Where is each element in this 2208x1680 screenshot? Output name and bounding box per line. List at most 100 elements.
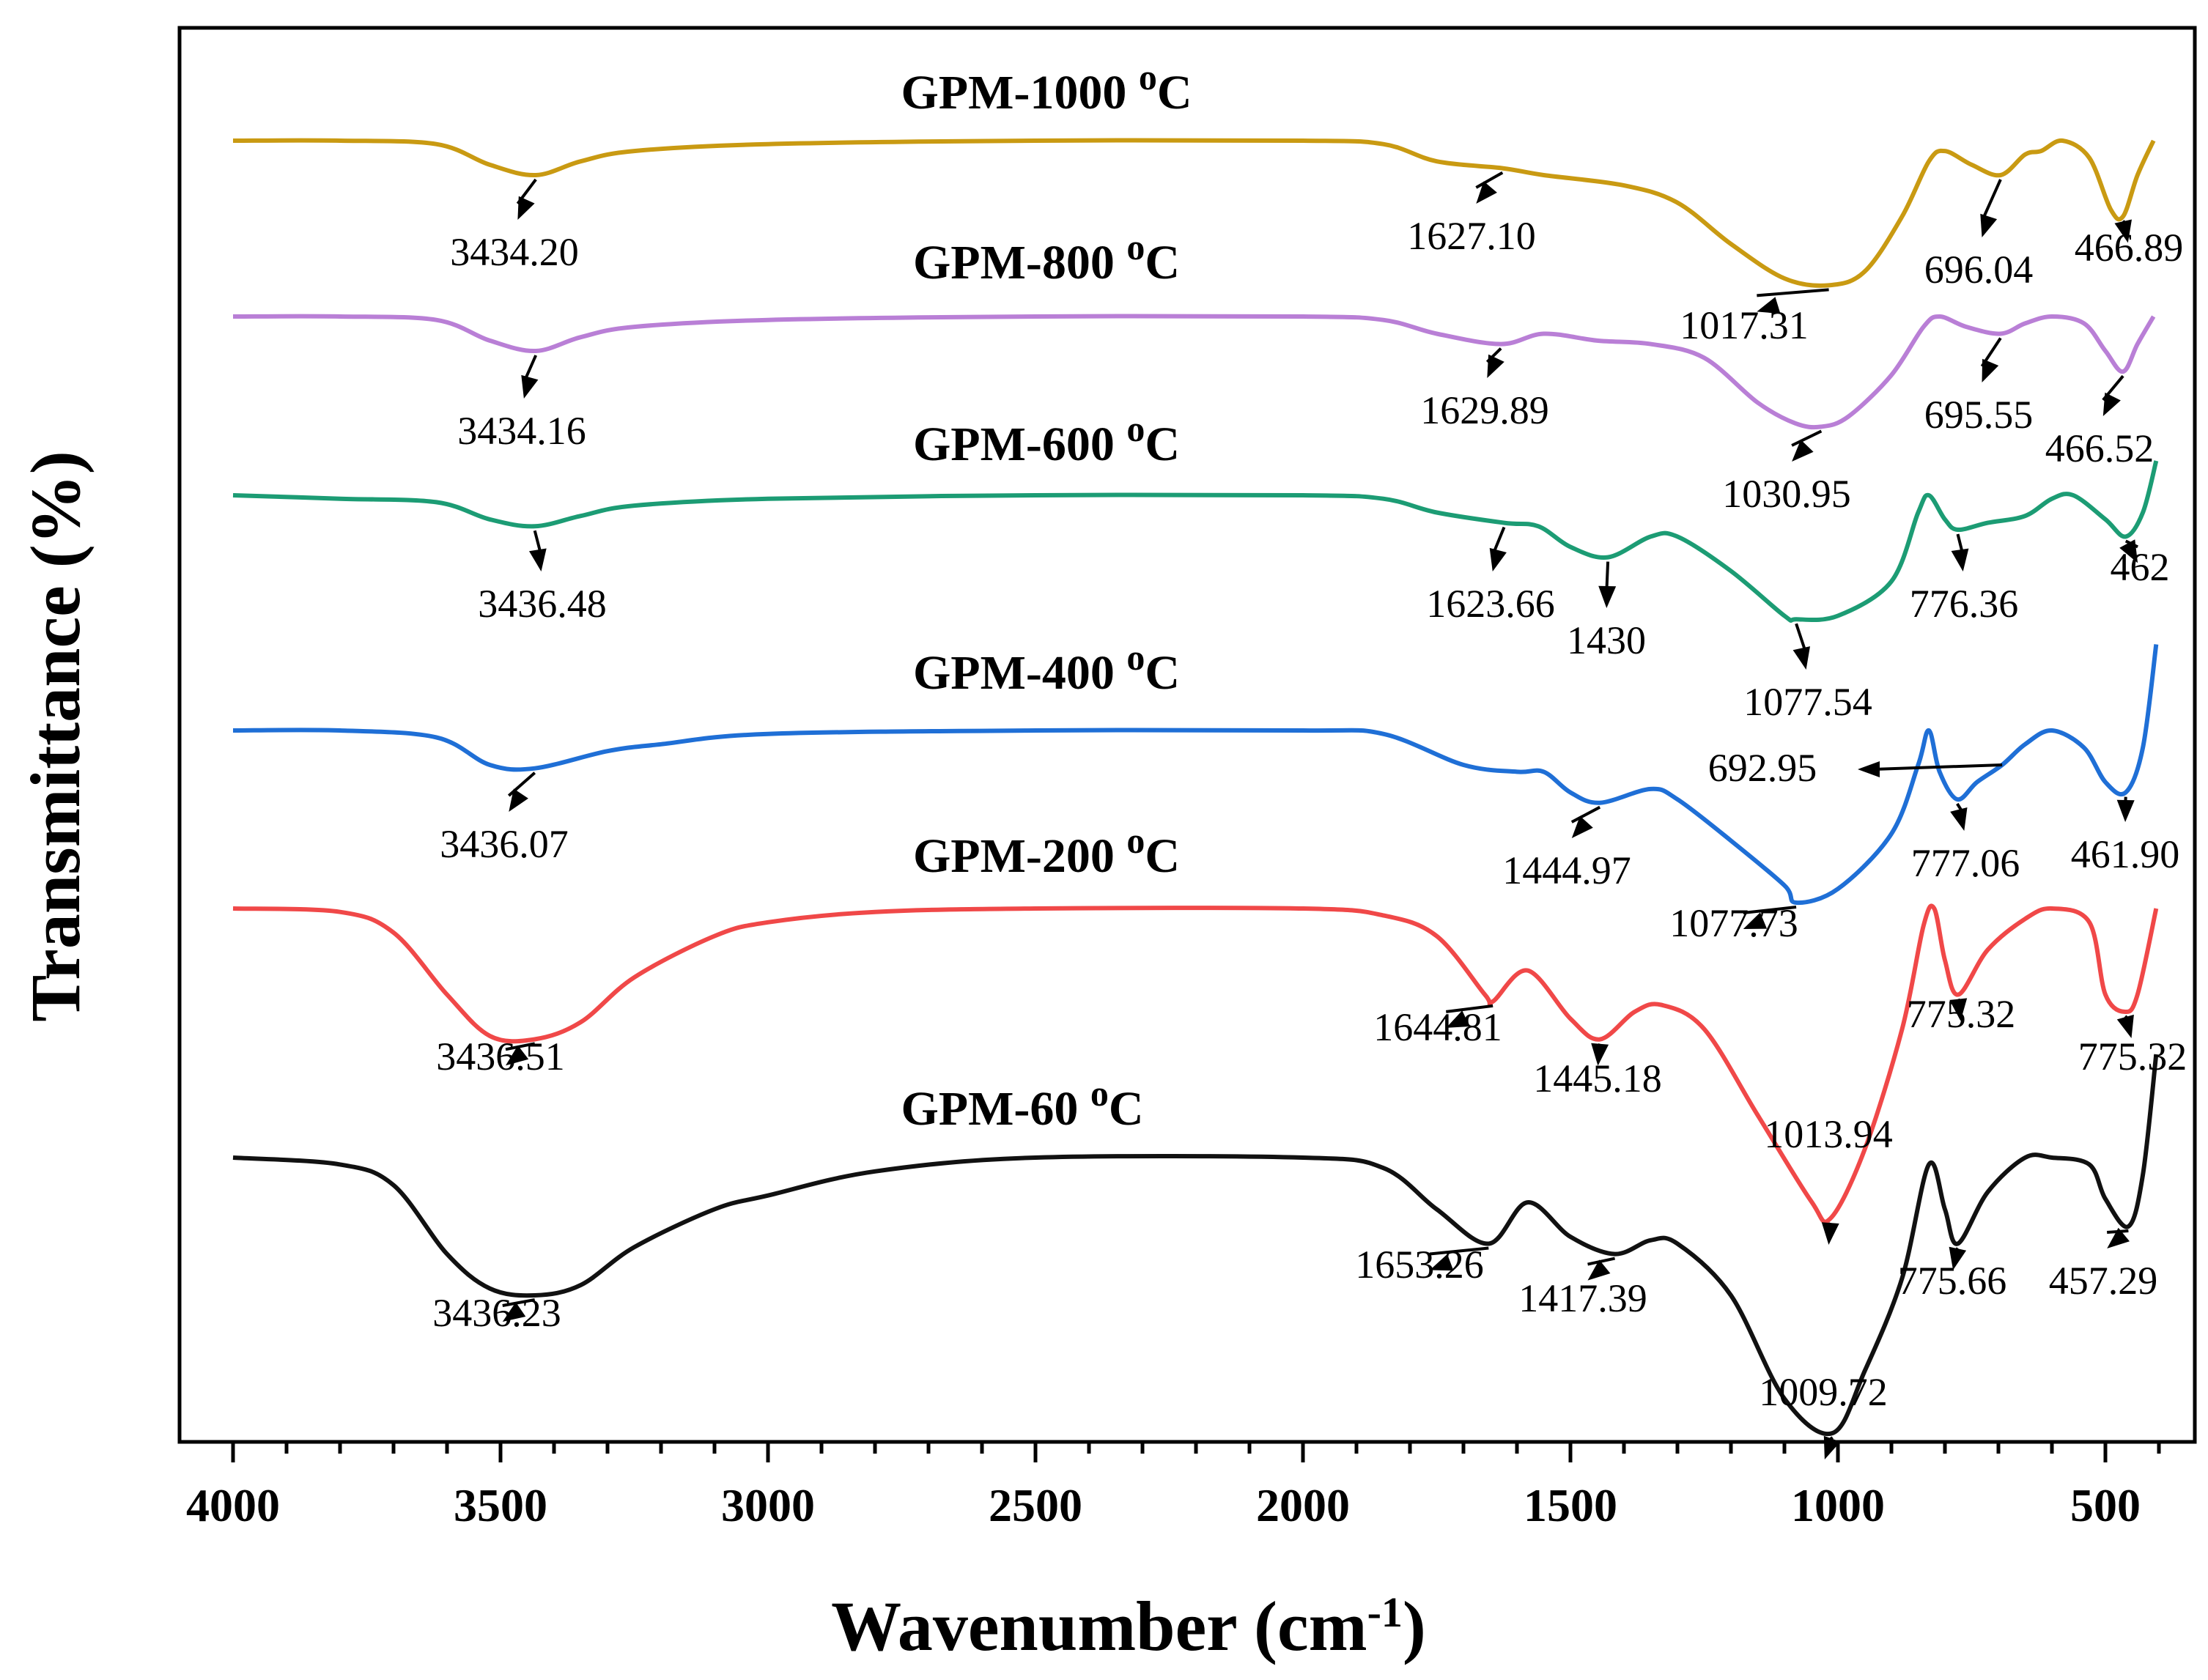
series-name: GPM-600 [913, 418, 1126, 471]
peak-label: 777.06 [1911, 841, 2020, 885]
peak-arrow-line [1429, 1246, 1489, 1256]
degree-mark: o [1126, 820, 1145, 861]
peak-arrowhead [1489, 547, 1507, 571]
peak-arrow-line [505, 1042, 536, 1051]
series-name: GPM-60 [901, 1082, 1090, 1136]
peak-arrowhead [502, 1302, 526, 1322]
peak-arrowhead [1487, 354, 1504, 378]
peak-arrowhead [517, 196, 535, 220]
peak-label: 3434.16 [457, 409, 586, 453]
x-tick-label: 2000 [1256, 1479, 1350, 1531]
series-unit: C [1109, 1082, 1144, 1136]
series-line [232, 1054, 2159, 1437]
peak-label: 695.55 [1924, 393, 2034, 437]
peak-label: 466.52 [2045, 426, 2155, 470]
peak-arrowhead [1476, 181, 1497, 204]
peak-arrow-line [1446, 1004, 1493, 1013]
peak-arrowhead [1858, 761, 1880, 777]
peak-label: 1629.89 [1420, 388, 1549, 432]
peak-label: 1417.39 [1518, 1276, 1647, 1320]
peak-arrowhead [1446, 1010, 1470, 1028]
peak-arrowhead [1743, 912, 1768, 929]
x-axis-title: Wavenumber (cm-1) [831, 1587, 1426, 1665]
degree-mark: o [1126, 226, 1145, 267]
peak-arrowhead [521, 374, 539, 399]
plot-frame [177, 26, 2197, 1444]
degree-mark: o [1090, 1073, 1109, 1114]
peak-label: 1077.54 [1743, 680, 1872, 724]
peak-arrowhead [1949, 1246, 1967, 1270]
peak-label: 775.66 [1898, 1259, 2007, 1303]
peak-arrowhead [2102, 392, 2121, 416]
peak-arrowhead [1792, 646, 1810, 670]
peak-label: 696.04 [1924, 248, 2034, 292]
x-tick-label: 4000 [186, 1479, 280, 1531]
peak-arrowhead [1792, 440, 1814, 462]
peak-label: 1430 [1567, 618, 1646, 662]
peak-label: 466.89 [2075, 226, 2184, 270]
peak-arrowhead [1950, 807, 1968, 831]
series-name: GPM-1000 [901, 66, 1138, 119]
peak-arrowhead [1949, 998, 1968, 1021]
peak-arrowhead [2116, 799, 2135, 822]
peak-label: 462 [2111, 545, 2170, 589]
peak-label: 1445.18 [1533, 1057, 1662, 1100]
peak-arrowhead [1823, 1435, 1841, 1459]
peak-label: 1077.73 [1669, 901, 1798, 945]
x-tick-label: 1500 [1524, 1479, 1617, 1531]
series-line [232, 138, 2156, 288]
series-title: GPM-600 oC [913, 408, 1180, 471]
peak-arrow-line [1873, 763, 2003, 771]
x-tick-label: 500 [2070, 1479, 2141, 1531]
peak-label: 1627.10 [1407, 214, 1536, 258]
peak-arrowhead [1571, 815, 1593, 838]
peak-arrowhead [2116, 1014, 2134, 1038]
series-unit: C [1145, 418, 1180, 471]
x-tick-label: 1000 [1791, 1479, 1885, 1531]
peak-label: 692.95 [1708, 746, 1817, 790]
peak-arrowhead [1821, 1222, 1839, 1245]
peak-label: 1444.97 [1502, 848, 1631, 892]
series-unit: C [1145, 829, 1180, 883]
peak-arrowhead [1587, 1259, 1611, 1281]
peak-arrowhead [2119, 539, 2138, 563]
peak-arrow-line [1570, 805, 1601, 824]
series-name: GPM-200 [913, 829, 1126, 883]
peak-label: 3436.48 [478, 582, 607, 626]
peak-arrowhead [529, 548, 547, 571]
peak-label: 1013.94 [1764, 1112, 1893, 1156]
x-tick-label: 2500 [989, 1479, 1082, 1531]
x-tick-label: 3500 [454, 1479, 547, 1531]
peak-label: 1009.72 [1759, 1370, 1888, 1414]
peak-arrowhead [1430, 1254, 1454, 1271]
peak-arrowhead [1951, 548, 1969, 571]
peak-arrow-line [1587, 1257, 1616, 1266]
y-axis-title: Transmittance (%) [16, 451, 95, 1021]
peak-arrowhead [1757, 297, 1781, 314]
peak-arrowhead [1598, 585, 1617, 608]
peak-arrow-line [1475, 171, 1504, 189]
series-title: GPM-60 oC [901, 1073, 1143, 1136]
degree-mark: o [1139, 56, 1157, 97]
x-axis-title-sup: -1 [1367, 1588, 1403, 1636]
peak-label: 776.36 [1910, 582, 2019, 626]
series-line [232, 644, 2159, 906]
series-name: GPM-800 [913, 236, 1126, 289]
peak-arrow-line [1757, 288, 1829, 297]
peak-arrow-line [502, 1298, 536, 1307]
peak-label: 3436.07 [440, 822, 569, 866]
peak-arrowhead [1980, 213, 1998, 237]
peak-arrowhead [2107, 1227, 2130, 1248]
peak-arrow-line [1791, 429, 1823, 447]
series-unit: C [1145, 646, 1180, 700]
x-axis-title-close: ) [1403, 1587, 1426, 1665]
peak-label: 775.32 [2078, 1035, 2187, 1078]
series-name: GPM-400 [913, 646, 1126, 700]
series-title: GPM-800 oC [913, 226, 1180, 289]
x-axis-title-main: Wavenumber (cm [831, 1587, 1367, 1665]
peak-label: 3436.51 [436, 1035, 565, 1078]
peak-label: 461.90 [2071, 832, 2180, 876]
peak-arrow-line [1743, 906, 1797, 914]
peak-arrowhead [506, 1045, 529, 1066]
